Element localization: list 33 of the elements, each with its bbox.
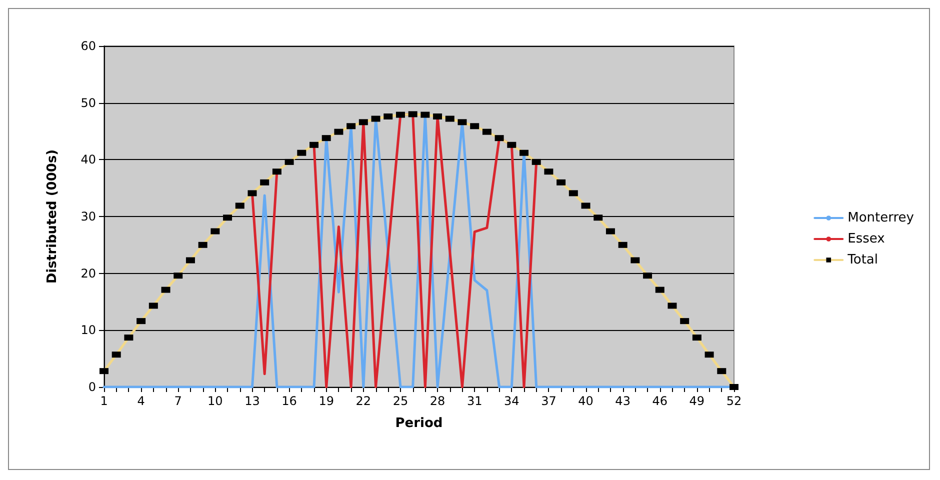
x-tick-label: 34: [504, 394, 520, 408]
legend-label: Total: [846, 252, 878, 268]
x-tick-label: 37: [541, 394, 556, 408]
x-tick-label: 22: [356, 394, 372, 408]
x-tick-label: 46: [652, 394, 668, 408]
x-tick-label: 1: [100, 394, 108, 408]
y-tick-label: 40: [80, 152, 96, 167]
point: [520, 150, 528, 156]
legend-label: Essex: [848, 232, 886, 246]
y-tick-label: 50: [80, 96, 96, 110]
x-tick-label: 7: [174, 394, 182, 408]
point: [100, 368, 108, 374]
x-tick-label: 31: [466, 394, 482, 408]
y-tick-label: 30: [80, 210, 96, 224]
x-axis-title: Period: [395, 416, 443, 431]
y-axis-title: Distributed (000s): [45, 149, 60, 284]
x-tick-label: 43: [615, 394, 630, 408]
x-tick-label: 49: [689, 394, 705, 408]
x-tick-label: 10: [208, 394, 223, 408]
x-tick-label: 16: [282, 394, 297, 408]
x-tick-label: 13: [244, 394, 260, 408]
y-tick-label: 20: [80, 266, 96, 280]
x-tick-label: 4: [137, 394, 145, 408]
y-tick-label: 60: [80, 39, 96, 53]
x-tick-label: 25: [392, 394, 408, 408]
x-tick-label: 28: [430, 394, 446, 408]
y-tick-label: 10: [80, 323, 96, 338]
x-tick-label: 52: [726, 394, 742, 408]
x-tick-label: 40: [578, 394, 594, 408]
y-tick-label: 0: [88, 380, 96, 394]
legend-label: Monterrey: [848, 210, 914, 226]
x-tick-label: 19: [318, 394, 334, 408]
point: [310, 142, 318, 148]
